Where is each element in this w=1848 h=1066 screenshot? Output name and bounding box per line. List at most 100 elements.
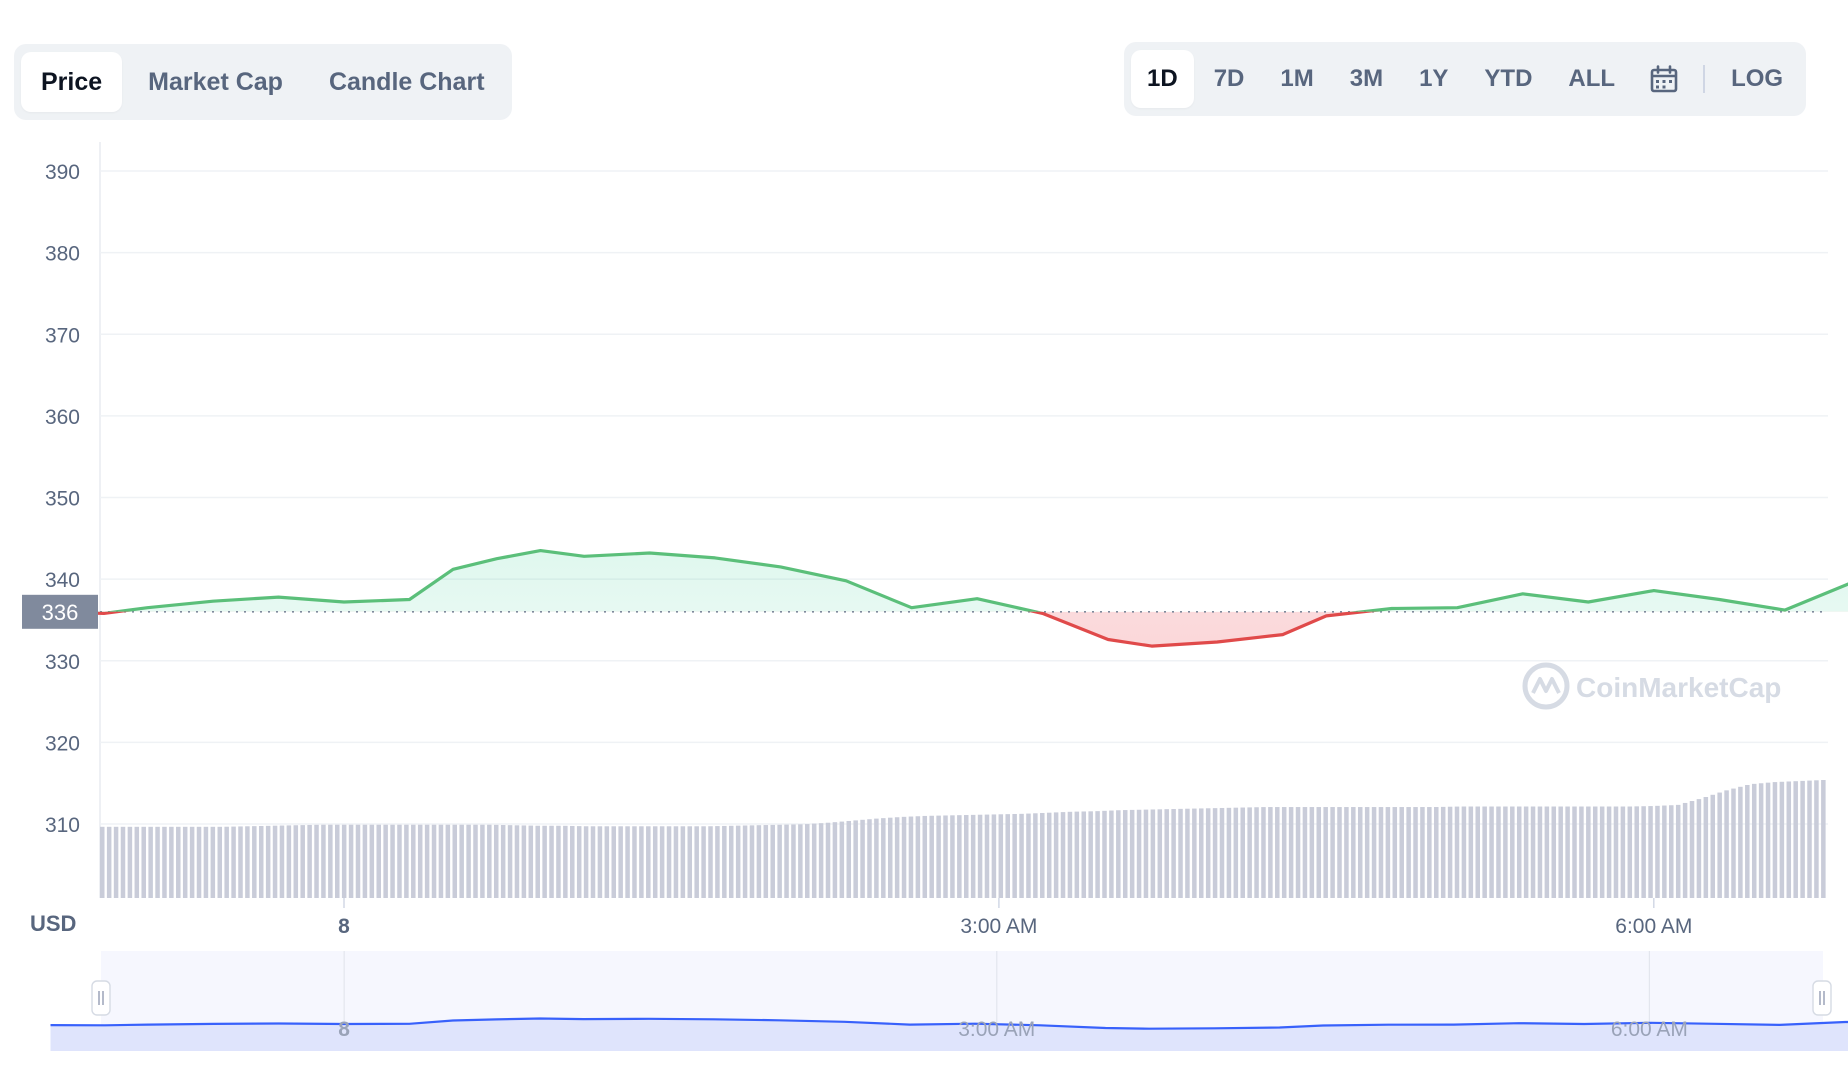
range-3m-button[interactable]: 3M: [1349, 65, 1384, 92]
volume-bar: [874, 818, 879, 898]
volume-bar: [1295, 807, 1301, 898]
volume-bar: [715, 826, 720, 898]
volume-bar: [1005, 814, 1010, 898]
log-scale-button[interactable]: LOG: [1731, 65, 1784, 92]
volume-bar: [176, 826, 181, 898]
volume-bar: [549, 825, 554, 898]
volume-bar: [528, 825, 534, 898]
volume-bar: [1669, 805, 1674, 898]
navigator-left-handle[interactable]: [91, 980, 111, 1016]
volume-bar: [348, 824, 354, 898]
currency-label: USD: [30, 911, 76, 936]
volume-bar: [1033, 813, 1038, 898]
volume-bar: [832, 822, 838, 898]
volume-bar: [770, 824, 775, 898]
volume-bar: [1765, 782, 1771, 898]
range-1m-button[interactable]: 1M: [1280, 65, 1314, 92]
volume-bar: [1682, 802, 1688, 898]
volume-bar: [964, 815, 969, 898]
volume-bar: [293, 825, 299, 898]
volume-bar: [957, 815, 962, 898]
volume-bar: [1447, 806, 1453, 898]
range-navigator[interactable]: 83:00 AM6:00 AM9:00 AM12:00 PM3:00 PM6:0…: [50, 951, 1848, 1051]
volume-bar: [701, 826, 706, 898]
navigator-right-handle[interactable]: [1812, 980, 1832, 1016]
volume-bar: [1503, 806, 1508, 898]
volume-bar: [583, 826, 589, 898]
tab-price[interactable]: Price: [21, 52, 123, 112]
volume-bar: [1164, 809, 1169, 898]
volume-bar: [487, 824, 492, 898]
volume-bar: [1786, 781, 1792, 898]
volume-bar: [1053, 812, 1059, 898]
y-tick-label: 360: [45, 406, 80, 429]
volume-bar: [970, 814, 976, 898]
volume-bar: [1046, 812, 1052, 898]
tab-candle-chart[interactable]: Candle Chart: [328, 67, 485, 96]
y-tick-label: 320: [45, 732, 80, 755]
volume-bar: [1634, 806, 1639, 898]
volume-bar: [984, 814, 990, 898]
y-tick-label: 370: [45, 324, 80, 347]
volume-bar: [252, 826, 257, 898]
volume-bar: [1710, 794, 1716, 898]
volume-bar: [1434, 807, 1439, 898]
volume-bar: [1351, 807, 1356, 898]
volume-bar: [1537, 806, 1543, 898]
range-1y-button[interactable]: 1Y: [1419, 65, 1449, 92]
navigator-tick-label: 3:00 AM: [958, 1018, 1035, 1041]
volume-bar: [1199, 808, 1204, 898]
range-7d-button[interactable]: 7D: [1213, 65, 1245, 92]
volume-bar: [286, 825, 292, 898]
volume-bar: [811, 823, 817, 898]
range-ytd-button[interactable]: YTD: [1484, 65, 1533, 92]
volume-bar: [335, 824, 340, 898]
time-range-tabs: 1D 7D 1M 3M 1Y YTD ALL LOG: [1124, 42, 1807, 116]
volume-bar: [853, 820, 858, 898]
volume-bar: [369, 824, 375, 898]
volume-bar: [1254, 807, 1259, 898]
volume-bar: [1192, 808, 1197, 898]
volume-bar: [1095, 811, 1100, 898]
volume-bar: [1157, 809, 1163, 898]
volume-bar: [182, 826, 188, 898]
volume-bar: [376, 824, 381, 898]
volume-bar: [936, 815, 941, 898]
volume-bar: [777, 824, 782, 898]
volume-bar: [279, 825, 285, 898]
volume-bar: [1344, 807, 1349, 898]
volume-bar: [1288, 807, 1294, 898]
volume-bar: [708, 826, 713, 898]
volume-bar: [1489, 806, 1494, 898]
volume-bar: [1185, 808, 1190, 898]
volume-bar: [1662, 805, 1667, 898]
volume-bar: [466, 824, 471, 898]
volume-bar: [1357, 807, 1363, 898]
volume-bar: [1309, 807, 1315, 898]
volume-bar: [1516, 806, 1522, 898]
volume-bar: [1261, 807, 1266, 898]
volume-bar: [639, 826, 644, 898]
volume-bar: [818, 823, 824, 898]
volume-bar: [901, 816, 907, 898]
volume-bar: [1703, 797, 1709, 898]
volume-bar: [417, 824, 423, 898]
volume-bar: [120, 826, 126, 898]
volume-bar: [1793, 781, 1798, 898]
x-tick-label: 6:00 AM: [1615, 915, 1692, 938]
volume-bar: [1606, 806, 1612, 898]
volume-bar: [1579, 806, 1584, 898]
volume-bar: [1012, 813, 1017, 898]
price-line: [49, 549, 1848, 648]
calendar-button[interactable]: [1635, 50, 1693, 108]
volume-bar: [424, 824, 430, 898]
volume-bar: [362, 824, 368, 898]
volume-bar: [535, 825, 540, 898]
volume-bar: [1178, 808, 1183, 898]
volume-bar: [1461, 806, 1467, 898]
navigator-tick-label: 8: [338, 1018, 350, 1041]
tab-market-cap[interactable]: Market Cap: [148, 67, 283, 96]
range-all-button[interactable]: ALL: [1568, 65, 1616, 92]
range-1d-button[interactable]: 1D: [1131, 50, 1194, 108]
